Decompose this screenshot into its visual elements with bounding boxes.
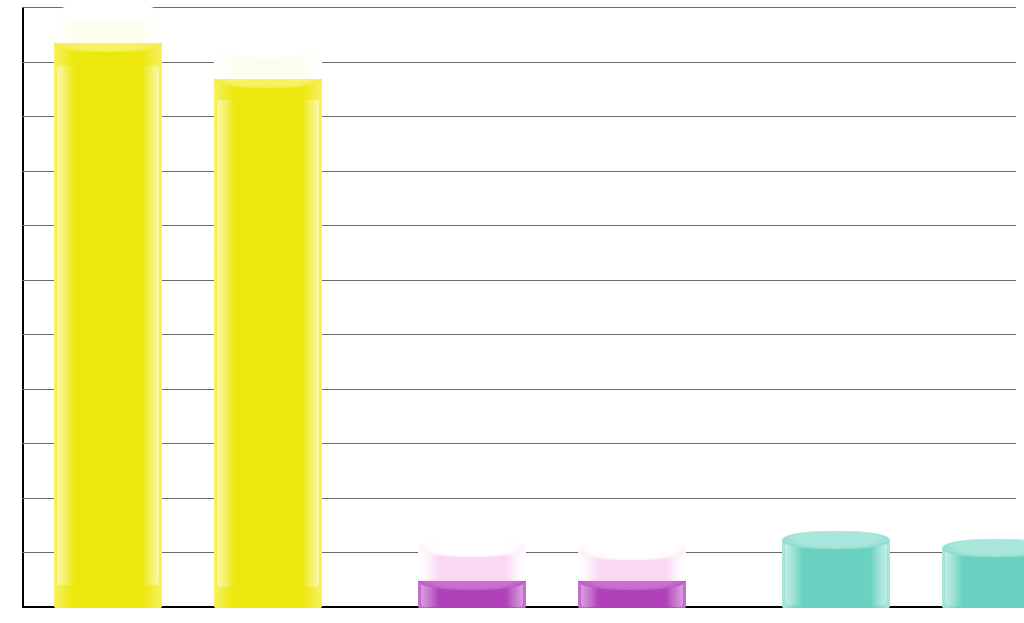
gridline	[22, 498, 1016, 499]
gridline	[22, 225, 1016, 226]
gridline	[22, 443, 1016, 444]
bar-1-seg-cream	[54, 13, 162, 43]
bar-4	[578, 551, 686, 608]
bar-1	[54, 13, 162, 608]
bar-5	[782, 540, 890, 608]
gridline	[22, 389, 1016, 390]
bar-4-seg-purple	[578, 581, 686, 608]
gridline	[22, 7, 1016, 8]
gridline	[22, 334, 1016, 335]
bar-2	[214, 49, 322, 608]
gridline	[22, 62, 1016, 63]
bar-4-seg-pink	[578, 551, 686, 581]
bar-6-seg-teal	[942, 548, 1024, 608]
y-axis-line	[22, 8, 24, 608]
gridline	[22, 171, 1016, 172]
bar-3-seg-purple	[418, 581, 526, 608]
bar-2-seg-cream	[214, 49, 322, 79]
bar-6	[942, 548, 1024, 608]
plot-area	[22, 8, 1016, 608]
gridline	[22, 280, 1016, 281]
bar-3	[418, 548, 526, 608]
stacked-bar-chart	[0, 0, 1024, 623]
gridline	[22, 116, 1016, 117]
bar-3-seg-pink	[418, 548, 526, 581]
bar-1-seg-yellow	[54, 43, 162, 608]
bar-5-seg-teal	[782, 540, 890, 608]
bar-2-seg-yellow	[214, 79, 322, 608]
